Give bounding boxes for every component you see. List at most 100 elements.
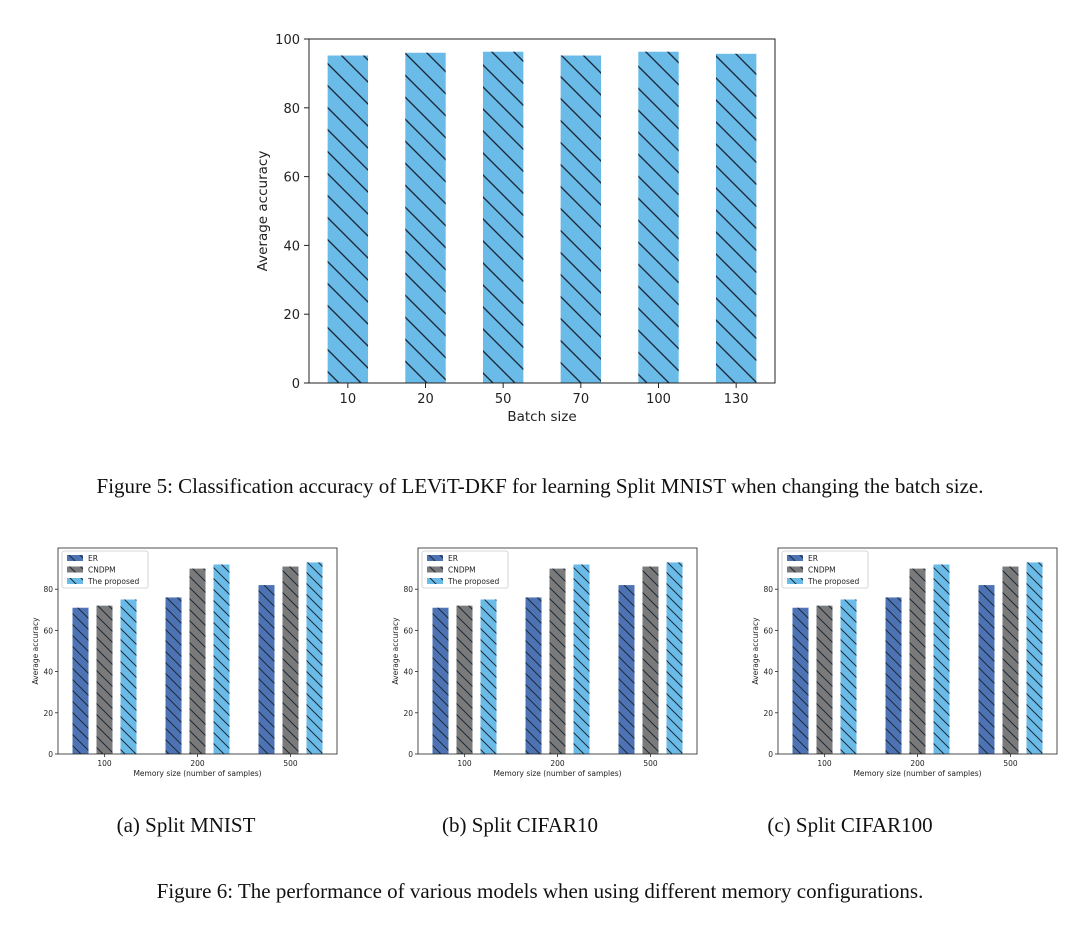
bar-hatch <box>885 597 902 754</box>
legend-label-cndpm: CNDPM <box>88 566 116 575</box>
bar-hatch <box>816 605 833 754</box>
legend: ER CNDPM The proposed <box>61 550 149 589</box>
y-tick-label-80: 80 <box>403 585 413 594</box>
y-axis-label: Average accuracy <box>255 151 271 272</box>
bar-hatch <box>1026 562 1043 754</box>
bar-hatch <box>432 607 449 754</box>
y-tick-label-20: 20 <box>763 709 773 718</box>
bar-hatch-batch-50 <box>482 51 524 384</box>
x-tick-label-500: 500 <box>283 759 298 768</box>
legend-label-the-proposed: The proposed <box>87 577 139 586</box>
y-tick-label-100: 100 <box>275 33 300 48</box>
bar-hatch <box>165 597 182 754</box>
legend-label-the-proposed: The proposed <box>807 577 859 586</box>
x-tick-label-100: 100 <box>457 759 472 768</box>
plot-frame <box>308 38 776 384</box>
figure-6c-chart: 100 200 500 0 20 40 60 80 Memory size (number of… <box>751 547 1058 778</box>
plot-frame <box>57 547 338 755</box>
plot-frame <box>417 547 698 755</box>
x-tick-label-100: 100 <box>646 392 671 407</box>
y-tick-label-80: 80 <box>43 585 53 594</box>
bar-hatch-batch-70 <box>560 55 602 384</box>
bar-hatch <box>933 564 950 754</box>
bar-hatch <box>525 597 542 754</box>
bar-hatch-batch-20 <box>405 52 446 383</box>
x-tick-label-200: 200 <box>550 759 565 768</box>
bar-hatch <box>120 599 137 754</box>
x-tick-label-500: 500 <box>1003 759 1018 768</box>
legend-swatch-hatch <box>67 566 83 573</box>
x-tick-label-70: 70 <box>573 392 590 407</box>
legend-swatch-hatch <box>67 555 83 561</box>
legend-label-er: ER <box>808 554 818 563</box>
bar-hatch <box>792 607 809 754</box>
y-tick-label-60: 60 <box>763 626 773 635</box>
y-tick-label-40: 40 <box>763 668 773 677</box>
bar-hatch <box>258 585 275 754</box>
bar-hatch <box>666 562 683 754</box>
y-tick-label-20: 20 <box>43 709 53 718</box>
x-axis-label: Memory size (number of samples) <box>853 769 981 778</box>
y-axis-label: Average accuracy <box>391 617 400 685</box>
bar-hatch <box>978 585 995 754</box>
x-tick-label-130: 130 <box>724 392 749 407</box>
bar-hatch <box>549 568 566 754</box>
y-tick-label-60: 60 <box>283 171 300 186</box>
y-tick-label-0: 0 <box>768 750 773 759</box>
bar-hatch <box>909 568 926 754</box>
legend-swatch-hatch <box>427 566 443 573</box>
figure-6a-chart: 100 200 500 0 20 40 60 80 Memory size (number of… <box>31 547 338 778</box>
x-axis-label: Batch size <box>507 409 576 425</box>
plot-frame <box>777 547 1058 755</box>
legend-label-the-proposed: The proposed <box>447 577 499 586</box>
bar-hatch <box>840 599 857 754</box>
bar-hatch <box>96 605 113 754</box>
subcaption-c: (c) Split CIFAR100 <box>767 813 933 837</box>
legend-swatch-hatch <box>427 555 443 561</box>
bar-hatch-batch-100 <box>638 51 679 384</box>
x-tick-label-100: 100 <box>97 759 112 768</box>
legend-swatch-hatch <box>787 555 803 561</box>
subcaption-b: (b) Split CIFAR10 <box>442 813 598 837</box>
bar-hatch <box>642 566 659 754</box>
y-axis-label: Average accuracy <box>751 617 760 685</box>
bar-hatch-batch-130 <box>715 53 757 384</box>
y-tick-label-80: 80 <box>283 102 300 117</box>
y-tick-label-0: 0 <box>408 750 413 759</box>
y-tick-label-40: 40 <box>283 239 300 254</box>
legend-box <box>421 550 509 589</box>
bar-hatch <box>1002 566 1019 754</box>
bar-hatch <box>213 564 230 754</box>
x-tick-label-200: 200 <box>910 759 925 768</box>
bar-hatch <box>306 562 323 754</box>
bar-hatch <box>573 564 590 754</box>
legend-box <box>781 550 869 589</box>
figure-5-chart: 10 20 50 70 100 130 0 20 40 60 80 100 Batch size Aver… <box>255 33 776 425</box>
legend-swatch-hatch <box>427 578 443 584</box>
y-tick-label-80: 80 <box>763 585 773 594</box>
bar-hatch <box>618 585 635 754</box>
y-tick-label-40: 40 <box>403 668 413 677</box>
bar-hatch <box>72 607 89 754</box>
legend-swatch-hatch <box>67 578 83 584</box>
x-tick-label-10: 10 <box>340 392 357 407</box>
legend-label-er: ER <box>448 554 458 563</box>
figure-6b-chart: 100 200 500 0 20 40 60 80 Memory size (number of… <box>391 547 698 778</box>
y-tick-label-20: 20 <box>283 308 300 323</box>
x-tick-label-100: 100 <box>817 759 832 768</box>
x-tick-label-20: 20 <box>417 392 434 407</box>
legend: ER CNDPM The proposed <box>781 550 869 589</box>
y-tick-label-60: 60 <box>43 626 53 635</box>
x-tick-label-200: 200 <box>190 759 205 768</box>
legend-swatch-hatch <box>787 578 803 584</box>
x-axis-label: Memory size (number of samples) <box>493 769 621 778</box>
bar-hatch <box>480 599 497 754</box>
legend-swatch-hatch <box>787 566 803 573</box>
bar-hatch <box>189 568 206 754</box>
legend-box <box>61 550 149 589</box>
y-tick-label-0: 0 <box>48 750 53 759</box>
x-axis-label: Memory size (number of samples) <box>133 769 261 778</box>
y-axis-label: Average accuracy <box>31 617 40 685</box>
bar-hatch-batch-10 <box>327 55 369 384</box>
y-tick-label-20: 20 <box>403 709 413 718</box>
